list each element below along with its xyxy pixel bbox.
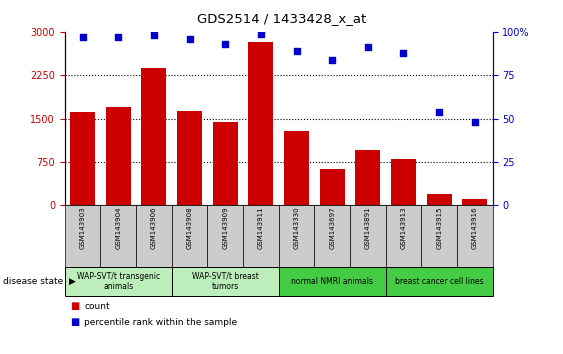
Point [78,34,87,40]
Point [328,57,337,62]
Text: GSM143697: GSM143697 [329,206,335,249]
Bar [391,159,416,205]
Bar [320,169,345,205]
Text: percentile rank within the sample: percentile rank within the sample [84,318,238,327]
Text: breast cancer cell lines: breast cancer cell lines [395,277,484,286]
Point [399,50,408,56]
Text: WAP-SVT/t breast
tumors: WAP-SVT/t breast tumors [192,272,258,291]
Bar [355,150,381,205]
Point [185,36,194,42]
Bar [177,111,202,205]
Text: ■: ■ [70,317,79,327]
Bar [141,68,167,205]
Text: disease state  ▶: disease state ▶ [3,277,75,286]
Text: GSM143903: GSM143903 [79,206,86,249]
Point [435,109,444,114]
Bar [284,131,309,205]
Point [470,119,479,125]
Bar [213,122,238,205]
Text: GSM143891: GSM143891 [365,206,371,249]
Text: GDS2514 / 1433428_x_at: GDS2514 / 1433428_x_at [197,12,366,25]
Point [256,31,265,36]
Text: GSM143908: GSM143908 [186,206,193,249]
Point [114,34,123,40]
Bar [427,194,452,205]
Text: normal NMRI animals: normal NMRI animals [291,277,373,286]
Point [292,48,301,54]
Bar [70,112,95,205]
Text: GSM143909: GSM143909 [222,206,228,249]
Text: GSM143911: GSM143911 [258,206,264,249]
Bar [248,42,274,205]
Point [149,33,158,38]
Text: GSM143916: GSM143916 [472,206,478,249]
Text: GSM143330: GSM143330 [293,206,300,249]
Bar [462,199,487,205]
Point [363,45,372,50]
Text: ■: ■ [70,301,79,311]
Text: count: count [84,302,110,311]
Bar [106,107,131,205]
Text: WAP-SVT/t transgenic
animals: WAP-SVT/t transgenic animals [77,272,160,291]
Point [221,41,230,47]
Text: GSM143915: GSM143915 [436,206,442,249]
Text: GSM143913: GSM143913 [400,206,406,249]
Text: GSM143904: GSM143904 [115,206,121,249]
Text: GSM143906: GSM143906 [151,206,157,249]
